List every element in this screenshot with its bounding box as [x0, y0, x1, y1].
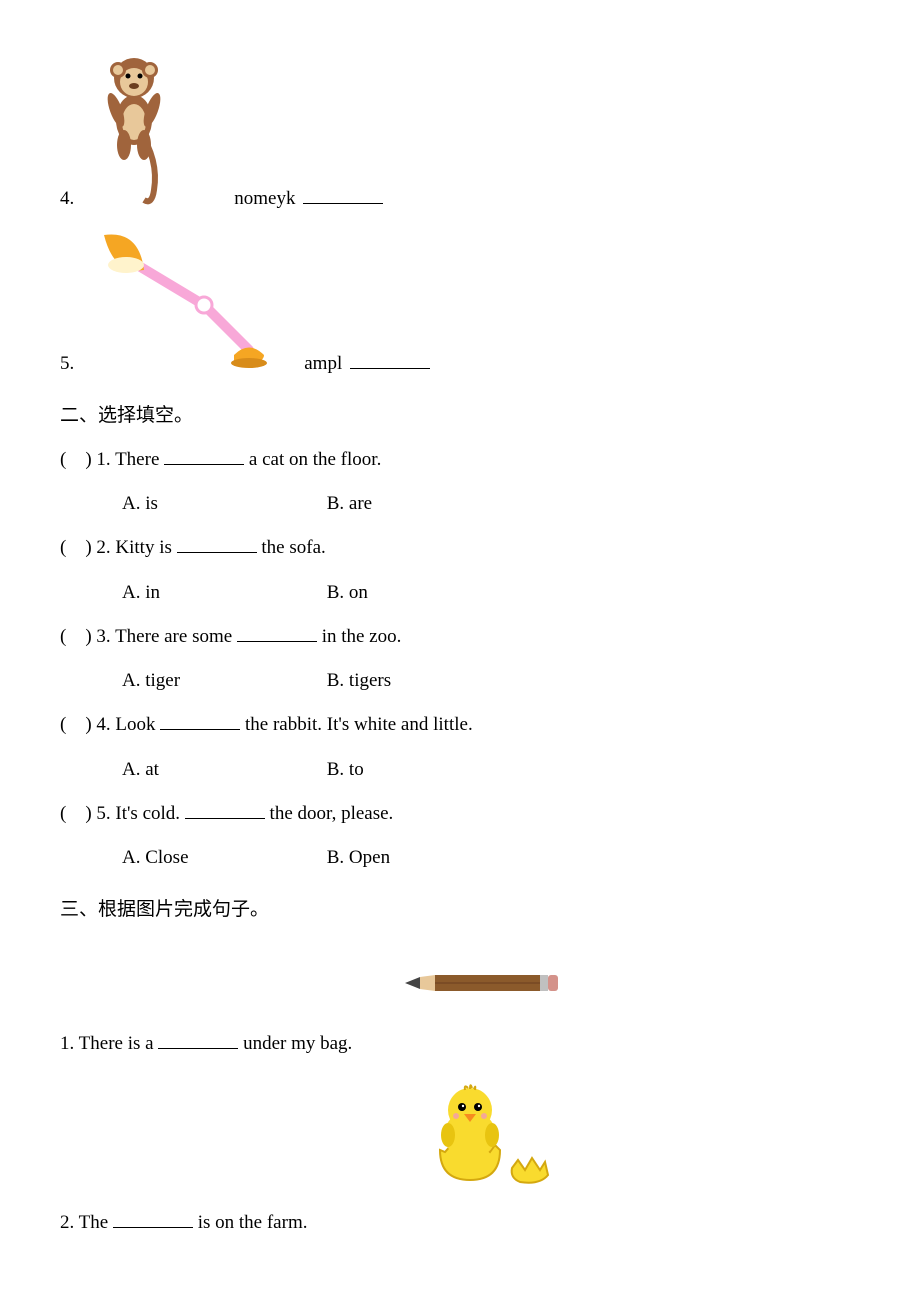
- option-a[interactable]: A. in: [122, 582, 322, 604]
- question-1: ( ) 1. There a cat on the floor.: [60, 445, 860, 475]
- q-num: 5: [96, 803, 106, 824]
- s-before: The: [79, 1212, 109, 1233]
- option-b[interactable]: B. on: [327, 582, 368, 604]
- item-number: 4.: [60, 188, 74, 210]
- q-after: a cat on the floor.: [249, 449, 381, 470]
- answer-blank[interactable]: [113, 1210, 193, 1228]
- chick-image: [420, 1080, 860, 1190]
- option-b[interactable]: B. tigers: [327, 670, 391, 692]
- answer-blank[interactable]: [237, 624, 317, 642]
- monkey-image: [84, 50, 204, 210]
- s-after: under my bag.: [243, 1033, 352, 1054]
- q-num: 2: [96, 537, 106, 558]
- section2-heading: 二、选择填空。: [60, 400, 860, 427]
- pencil-image: [400, 961, 860, 1001]
- q-after: in the zoo.: [322, 626, 402, 647]
- option-a[interactable]: A. tiger: [122, 670, 322, 692]
- option-b[interactable]: B. are: [327, 493, 372, 515]
- answer-blank[interactable]: [185, 801, 265, 819]
- option-b[interactable]: B. to: [327, 759, 364, 781]
- q-before: Kitty is: [115, 537, 171, 558]
- q-before: There: [115, 449, 159, 470]
- lamp-image: [84, 225, 274, 375]
- q-after: the rabbit. It's white and little.: [245, 714, 473, 735]
- answer-blank[interactable]: [350, 351, 430, 375]
- option-a[interactable]: A. at: [122, 759, 322, 781]
- q-num: 3: [96, 626, 106, 647]
- s-before: There is a: [79, 1033, 154, 1054]
- scrambled-word: ampl: [304, 353, 342, 375]
- question-2: ( ) 2. Kitty is the sofa.: [60, 533, 860, 563]
- q-before: It's cold.: [115, 803, 180, 824]
- s-num: 2.: [60, 1212, 74, 1233]
- answer-blank[interactable]: [177, 535, 257, 553]
- answer-blank[interactable]: [303, 186, 383, 210]
- answer-blank[interactable]: [158, 1031, 238, 1049]
- q-after: the sofa.: [261, 537, 325, 558]
- q-before: Look: [115, 714, 155, 735]
- sentence-2: 2. The is on the farm.: [60, 1210, 860, 1234]
- question-4: ( ) 4. Look the rabbit. It's white and l…: [60, 710, 860, 740]
- item-number: 5.: [60, 353, 74, 375]
- section3-heading: 三、根据图片完成句子。: [60, 894, 860, 921]
- option-a[interactable]: A. Close: [122, 847, 322, 869]
- q-after: the door, please.: [270, 803, 394, 824]
- q-before: There are some: [115, 626, 232, 647]
- option-a[interactable]: A. is: [122, 493, 322, 515]
- q-num: 1: [96, 449, 106, 470]
- s-num: 1.: [60, 1033, 74, 1054]
- answer-blank[interactable]: [160, 712, 240, 730]
- answer-blank[interactable]: [164, 447, 244, 465]
- question-5: ( ) 5. It's cold. the door, please.: [60, 799, 860, 829]
- q-num: 4: [96, 714, 106, 735]
- question-3: ( ) 3. There are some in the zoo.: [60, 622, 860, 652]
- sentence-1: 1. There is a under my bag.: [60, 1031, 860, 1055]
- s-after: is on the farm.: [198, 1212, 308, 1233]
- scrambled-word: nomeyk: [234, 188, 295, 210]
- option-b[interactable]: B. Open: [327, 847, 390, 869]
